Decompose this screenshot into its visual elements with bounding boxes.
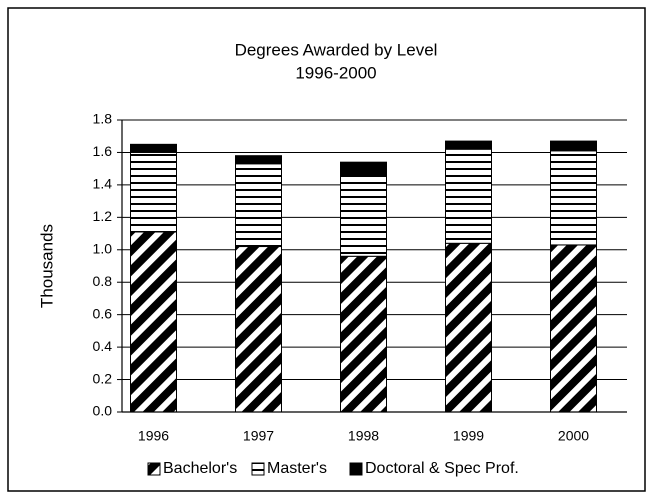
legend-swatch xyxy=(251,462,265,476)
chart-title: Degrees Awarded by Level xyxy=(235,40,438,59)
legend-label: Bachelor's xyxy=(163,460,237,477)
bar-segment xyxy=(445,148,492,244)
bar-segment xyxy=(235,163,282,248)
x-tick-label: 1997 xyxy=(243,428,274,444)
x-tick-label: 2000 xyxy=(558,428,589,444)
bar-segment xyxy=(550,244,597,413)
y-axis-label: Thousands xyxy=(37,224,56,308)
y-tick-label: 0.0 xyxy=(93,403,113,419)
x-tick-label: 1999 xyxy=(453,428,484,444)
bar-segment xyxy=(235,246,282,413)
x-tick-label: 1996 xyxy=(138,428,169,444)
bar-segment xyxy=(445,242,492,413)
bar-segment xyxy=(550,150,597,246)
bar-segment xyxy=(340,255,387,413)
y-tick-label: 0.6 xyxy=(93,305,113,321)
bar-segment xyxy=(340,174,387,257)
y-tick-label: 1.0 xyxy=(93,240,113,256)
bar-segment xyxy=(340,161,387,176)
x-tick-label: 1998 xyxy=(348,428,379,444)
bar-segment xyxy=(235,155,282,165)
y-tick-label: 1.6 xyxy=(93,143,113,159)
y-tick-label: 1.4 xyxy=(93,176,113,192)
legend-swatch xyxy=(349,462,363,476)
y-tick-label: 0.2 xyxy=(93,370,113,386)
legend-label: Master's xyxy=(267,460,327,477)
legend-swatch xyxy=(147,462,161,476)
chart-subtitle: 1996-2000 xyxy=(295,63,376,82)
bar-segment xyxy=(550,140,597,152)
bar-segment xyxy=(130,143,177,153)
bar-segment xyxy=(130,151,177,233)
bar-segment xyxy=(445,140,492,150)
bar-segment xyxy=(130,231,177,413)
y-tick-label: 1.2 xyxy=(93,208,113,224)
legend-label: Doctoral & Spec Prof. xyxy=(365,460,519,477)
y-tick-label: 0.4 xyxy=(93,338,113,354)
y-tick-label: 1.8 xyxy=(93,111,113,127)
y-tick-label: 0.8 xyxy=(93,273,113,289)
